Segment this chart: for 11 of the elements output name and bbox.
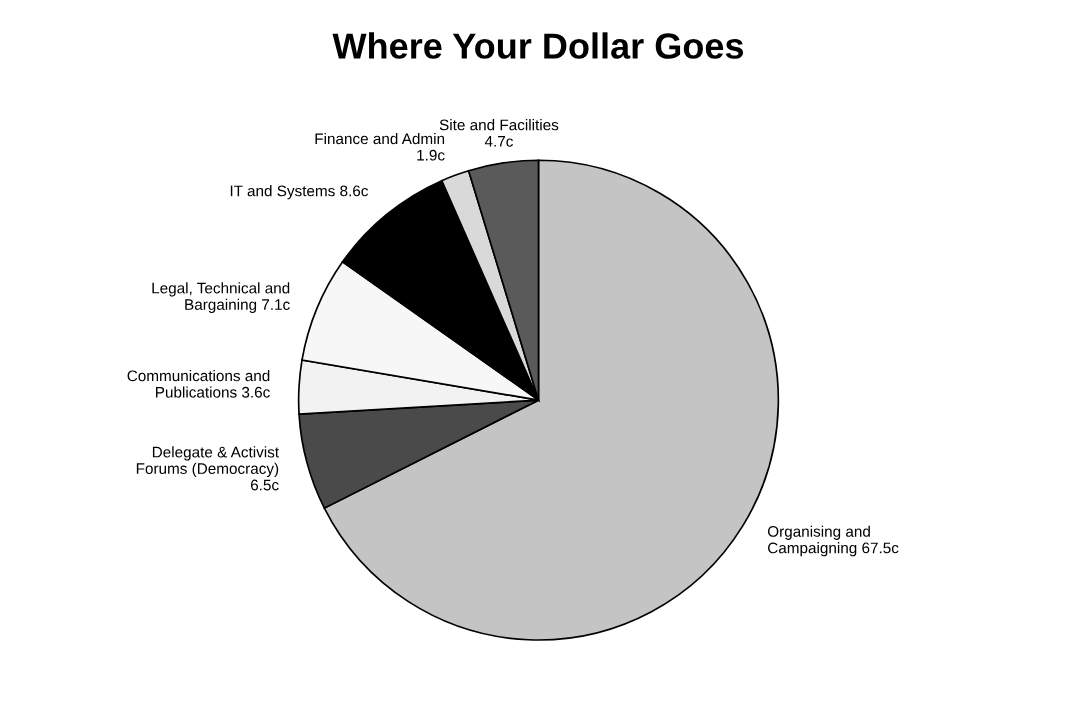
slice-label: Delegate & Activist Forums (Democracy) (136, 446, 279, 477)
slice-label: Organising and Campaigning 67.5c (767, 525, 899, 557)
slice-label: Legal, Technical and Bargaining 7.1c (152, 282, 290, 313)
slice-label: Finance and Admin (315, 132, 445, 145)
data-label: 4.7c (484, 136, 513, 147)
chart-title: Where Your Dollar Goes (332, 32, 744, 59)
slice-label: IT and Systems 8.6c (230, 185, 369, 200)
data-label: 1.9c (417, 149, 445, 161)
slice-label: Communications and Publications 3.6c (127, 370, 270, 398)
slice-label: Site and Facilities (439, 119, 559, 131)
data-label: 6.5c (250, 479, 279, 491)
